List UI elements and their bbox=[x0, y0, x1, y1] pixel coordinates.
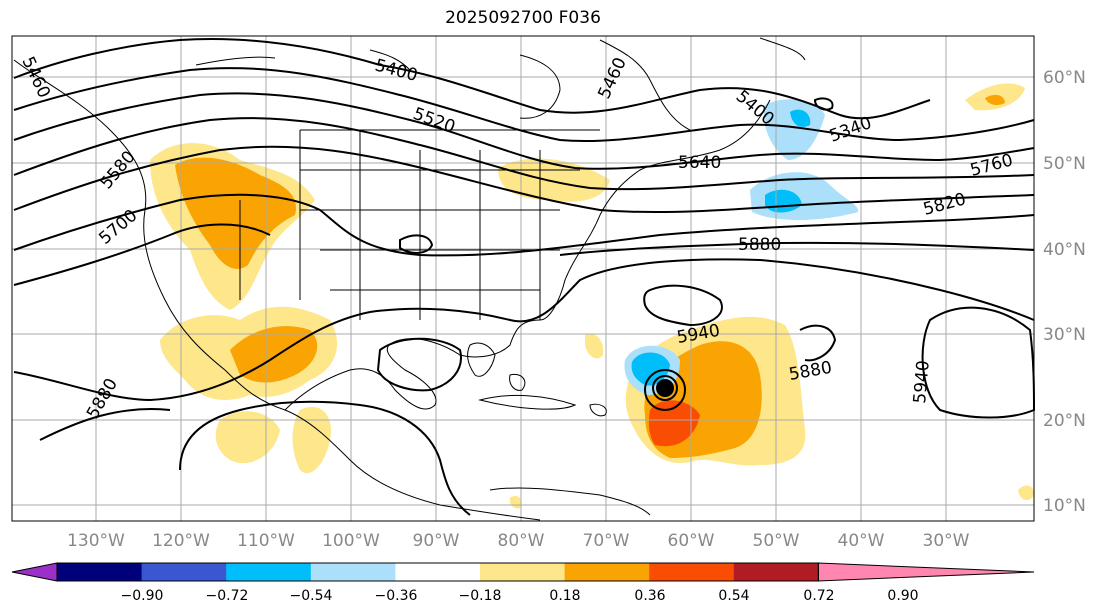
contour-label: 5640 bbox=[678, 153, 721, 173]
lat-label: 30°N bbox=[1043, 325, 1086, 345]
lon-label: 80°W bbox=[498, 531, 545, 551]
lon-label: 30°W bbox=[923, 531, 970, 551]
map-frame bbox=[11, 35, 1035, 522]
contour-label: 5880 bbox=[738, 235, 781, 255]
colorbar-segment bbox=[310, 563, 396, 581]
colorbar-tick: 0.54 bbox=[718, 588, 749, 604]
lat-label: 50°N bbox=[1043, 154, 1086, 174]
colorbar-frame bbox=[56, 562, 819, 582]
colorbar-segment bbox=[733, 563, 819, 581]
lat-label: 60°N bbox=[1043, 68, 1086, 88]
colorbar-segment bbox=[395, 563, 481, 581]
lon-label: 90°W bbox=[413, 531, 460, 551]
lat-label: 10°N bbox=[1043, 496, 1086, 516]
lon-label: 40°W bbox=[838, 531, 885, 551]
lat-label: 20°N bbox=[1043, 411, 1086, 431]
lon-label: 120°W bbox=[152, 531, 210, 551]
colorbar-segment bbox=[480, 563, 566, 581]
colorbar-tick: 0.90 bbox=[887, 588, 918, 604]
latitude-labels: 60°N 50°N 40°N 30°N 20°N 10°N bbox=[1043, 68, 1086, 516]
lon-label: 110°W bbox=[237, 531, 295, 551]
cyclone-center bbox=[656, 379, 674, 397]
contour-label: 5940 bbox=[910, 360, 934, 405]
colorbar-segment bbox=[226, 563, 312, 581]
lon-label: 70°W bbox=[583, 531, 630, 551]
longitude-labels: 130°W 120°W 110°W 100°W 90°W 80°W 70°W 6… bbox=[67, 531, 970, 551]
lat-label: 40°N bbox=[1043, 240, 1086, 260]
colorbar-tick: −0.90 bbox=[121, 588, 164, 604]
colorbar-extend-high bbox=[817, 562, 1035, 582]
lon-label: 100°W bbox=[322, 531, 380, 551]
colorbar-segment bbox=[649, 563, 735, 581]
colorbar-segment bbox=[141, 563, 227, 581]
height-contours bbox=[13, 38, 1036, 516]
lon-label: 130°W bbox=[67, 531, 125, 551]
colorbar-segment bbox=[57, 563, 143, 581]
colorbar-segment bbox=[564, 563, 650, 581]
colorbar-tick: 0.36 bbox=[634, 588, 665, 604]
colorbar-tick: −0.72 bbox=[206, 588, 249, 604]
colorbar-tick: −0.36 bbox=[375, 588, 418, 604]
anomaly-shading bbox=[150, 83, 1034, 509]
lon-label: 60°W bbox=[668, 531, 715, 551]
colorbar-tick: 0.18 bbox=[549, 588, 580, 604]
colorbar bbox=[11, 562, 1035, 582]
graticule bbox=[12, 36, 1034, 521]
map-title: 2025092700 F036 bbox=[445, 8, 601, 28]
map-background bbox=[12, 36, 1034, 521]
colorbar-tick: −0.54 bbox=[290, 588, 333, 604]
colorbar-tick: −0.18 bbox=[459, 588, 502, 604]
colorbar-extend-low bbox=[11, 562, 58, 582]
colorbar-ticks: −0.90 −0.72 −0.54 −0.36 −0.18 0.18 0.36 … bbox=[121, 588, 919, 604]
lon-label: 50°W bbox=[753, 531, 800, 551]
colorbar-tick: 0.72 bbox=[803, 588, 834, 604]
